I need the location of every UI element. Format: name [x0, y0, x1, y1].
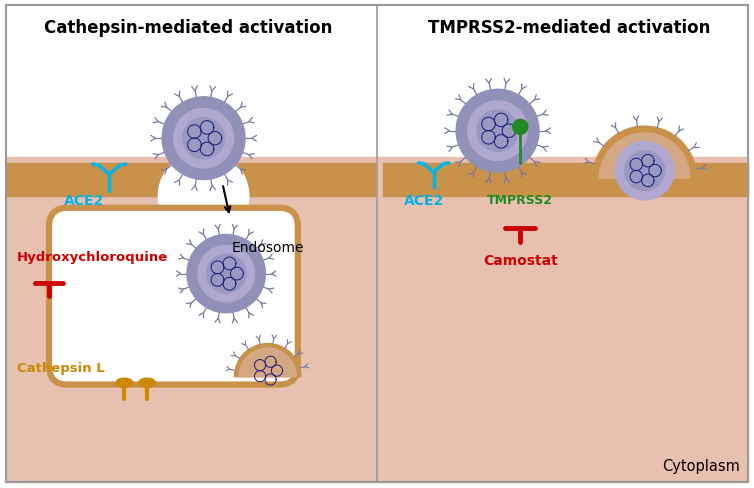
Circle shape — [513, 120, 528, 135]
Text: ACE2: ACE2 — [64, 194, 105, 208]
Circle shape — [477, 111, 519, 152]
Bar — [6, 163, 375, 197]
Text: Cytoplasm: Cytoplasm — [663, 458, 740, 473]
Bar — [6, 0, 748, 163]
Wedge shape — [163, 197, 244, 240]
Circle shape — [173, 109, 234, 169]
Ellipse shape — [116, 378, 133, 387]
Circle shape — [456, 90, 539, 173]
Circle shape — [198, 246, 254, 302]
Circle shape — [467, 102, 528, 161]
Ellipse shape — [139, 378, 155, 387]
Text: TMPRSS2-mediated activation: TMPRSS2-mediated activation — [428, 19, 710, 37]
Wedge shape — [239, 348, 296, 377]
Wedge shape — [234, 344, 301, 377]
Circle shape — [183, 118, 225, 160]
Circle shape — [162, 98, 245, 180]
Bar — [383, 163, 748, 197]
Text: Cathepsin-mediated activation: Cathepsin-mediated activation — [44, 19, 333, 37]
Circle shape — [625, 151, 664, 191]
Text: Endosome: Endosome — [231, 241, 304, 255]
Text: TMPRSS2: TMPRSS2 — [487, 194, 553, 207]
Wedge shape — [593, 127, 697, 179]
Circle shape — [158, 152, 249, 242]
Text: Hydroxychloroquine: Hydroxychloroquine — [17, 250, 168, 263]
Wedge shape — [599, 134, 690, 179]
Bar — [6, 158, 748, 482]
Text: Cathepsin L: Cathepsin L — [17, 362, 104, 374]
FancyBboxPatch shape — [49, 208, 298, 385]
Circle shape — [207, 255, 246, 294]
Circle shape — [615, 142, 674, 201]
Circle shape — [187, 235, 265, 313]
Text: Camostat: Camostat — [483, 254, 558, 268]
Text: ACE2: ACE2 — [403, 194, 444, 208]
